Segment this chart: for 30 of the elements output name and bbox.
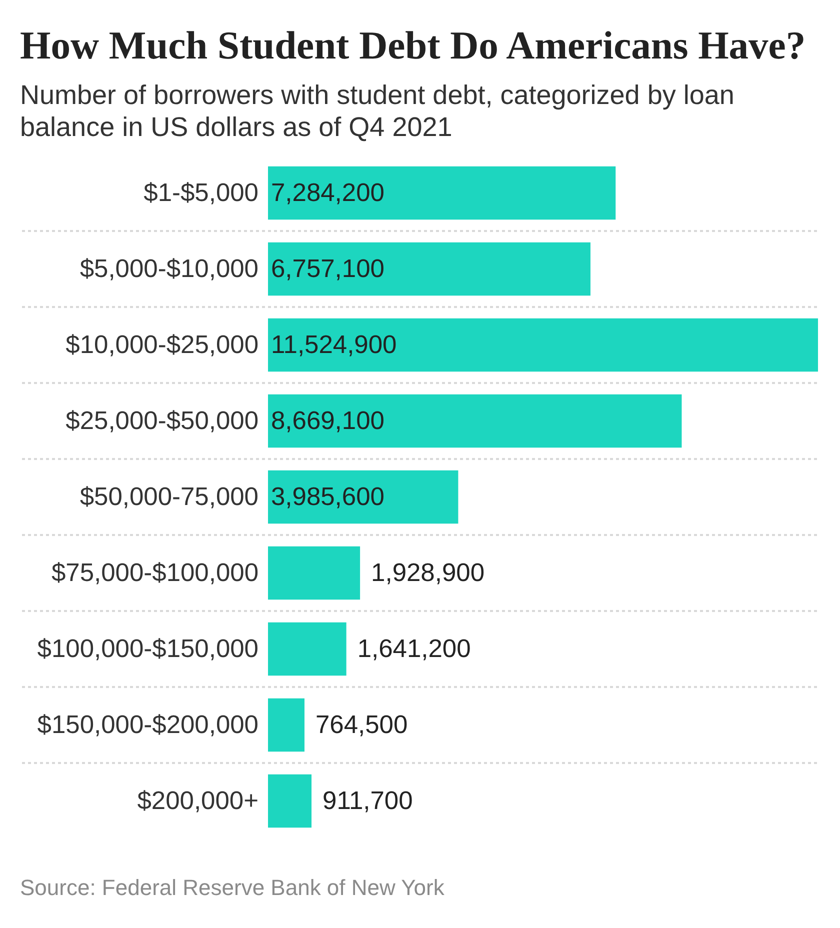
y-tick-label: $1-$5,000 [144, 179, 258, 207]
y-tick-label: $100,000-$150,000 [37, 635, 258, 663]
bar [268, 698, 304, 752]
chart-subtitle: Number of borrowers with student debt, categorized by loan balance in US dollars as of Q4 2021 [20, 80, 734, 142]
y-tick-label: $150,000-$200,000 [37, 711, 258, 739]
bar [268, 774, 312, 828]
data-label: 911,700 [322, 787, 413, 815]
bar [268, 622, 346, 676]
y-tick-label: $5,000-$10,000 [80, 255, 258, 283]
data-label: 8,669,100 [271, 407, 384, 435]
data-label: 6,757,100 [271, 255, 384, 283]
y-tick-label: $10,000-$25,000 [66, 331, 258, 359]
data-label: 3,985,600 [271, 483, 384, 511]
source-note: Source: Federal Reserve Bank of New York [20, 875, 446, 900]
data-label: 764,500 [315, 711, 408, 739]
bar [268, 394, 682, 448]
bar [268, 546, 360, 600]
bar [268, 166, 616, 220]
y-tick-label: $25,000-$50,000 [66, 407, 258, 435]
y-tick-label: $75,000-$100,000 [51, 559, 258, 587]
data-label: 7,284,200 [271, 179, 384, 207]
chart-title: How Much Student Debt Do Americans Have? [20, 24, 806, 68]
bar [268, 470, 458, 524]
data-label: 11,524,900 [271, 331, 397, 359]
data-label: 1,641,200 [357, 635, 471, 663]
data-label: 1,928,900 [371, 559, 485, 587]
y-tick-label: $200,000+ [137, 787, 258, 815]
y-tick-label: $50,000-75,000 [80, 483, 258, 511]
bar [268, 318, 818, 372]
bar [268, 242, 590, 296]
